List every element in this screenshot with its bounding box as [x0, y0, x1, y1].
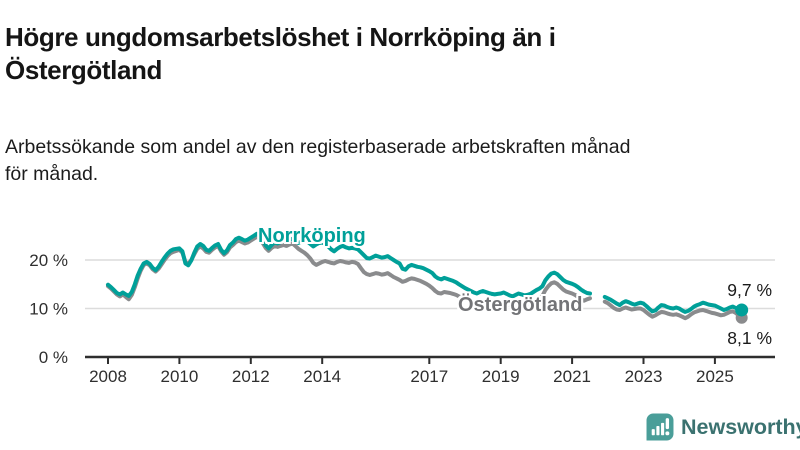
newsworthy-badge-icon [646, 413, 674, 441]
series-end-dot-norrkoping [735, 303, 749, 317]
y-tick-label: 0 % [39, 348, 68, 367]
x-tick-label: 2025 [696, 367, 734, 386]
bar-chart-icon [651, 422, 665, 436]
x-tick-label: 2012 [232, 367, 270, 386]
y-tick-label: 20 % [29, 251, 68, 270]
newsworthy-wordmark: Newsworthy [681, 415, 800, 439]
series-label-ostergotland: Östergötland [458, 294, 583, 316]
x-tick-label: 2017 [410, 367, 448, 386]
x-tick-label: 2014 [303, 367, 341, 386]
x-tick-label: 2008 [89, 367, 127, 386]
chart-title: Högre ungdomsarbetslöshet i Norrköping ä… [5, 22, 556, 86]
series-line-norrkoping [106, 231, 744, 314]
end-value-label-norrkoping: 9,7 % [727, 280, 772, 300]
x-tick-label: 2021 [553, 367, 591, 386]
x-tick-label: 2010 [160, 367, 198, 386]
end-value-label-ostergotland: 8,1 % [727, 328, 772, 348]
y-tick-label: 10 % [29, 300, 68, 319]
exclamation-icon [665, 418, 670, 436]
series-label-norrkoping: Norrköping [258, 225, 366, 247]
x-tick-label: 2023 [625, 367, 663, 386]
newsworthy-logo: Newsworthy [646, 413, 800, 441]
x-tick-label: 2019 [482, 367, 520, 386]
chart-subtitle: Arbetssökande som andel av den registerb… [5, 135, 631, 185]
